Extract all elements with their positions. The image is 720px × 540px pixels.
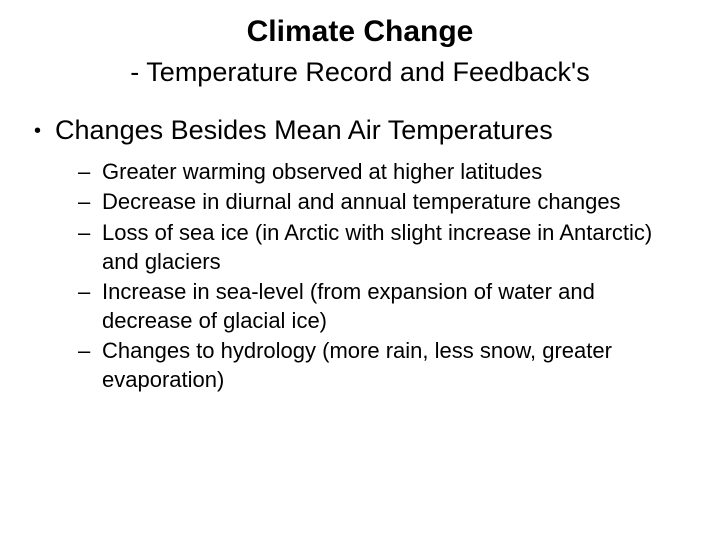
slide-title: Climate Change [24, 14, 696, 50]
sub-bullet-text: Increase in sea-level (from expansion of… [102, 278, 696, 335]
sub-bullet-text: Changes to hydrology (more rain, less sn… [102, 337, 696, 394]
main-bullet: • Changes Besides Mean Air Temperatures [30, 114, 696, 148]
dash-icon: – [78, 337, 96, 366]
sub-bullet-text: Greater warming observed at higher latit… [102, 158, 696, 187]
slide-subtitle: - Temperature Record and Feedback's [24, 56, 696, 90]
list-item: – Greater warming observed at higher lat… [78, 158, 696, 187]
list-item: – Decrease in diurnal and annual tempera… [78, 188, 696, 217]
sub-bullet-text: Loss of sea ice (in Arctic with slight i… [102, 219, 696, 276]
dash-icon: – [78, 188, 96, 217]
list-item: – Increase in sea-level (from expansion … [78, 278, 696, 335]
sub-bullet-text: Decrease in diurnal and annual temperatu… [102, 188, 696, 217]
dash-icon: – [78, 158, 96, 187]
main-bullet-text: Changes Besides Mean Air Temperatures [55, 114, 553, 148]
list-item: – Loss of sea ice (in Arctic with slight… [78, 219, 696, 276]
dash-icon: – [78, 219, 96, 248]
bullet-dot-icon: • [34, 114, 41, 148]
dash-icon: – [78, 278, 96, 307]
list-item: – Changes to hydrology (more rain, less … [78, 337, 696, 394]
sub-bullet-list: – Greater warming observed at higher lat… [78, 158, 696, 395]
